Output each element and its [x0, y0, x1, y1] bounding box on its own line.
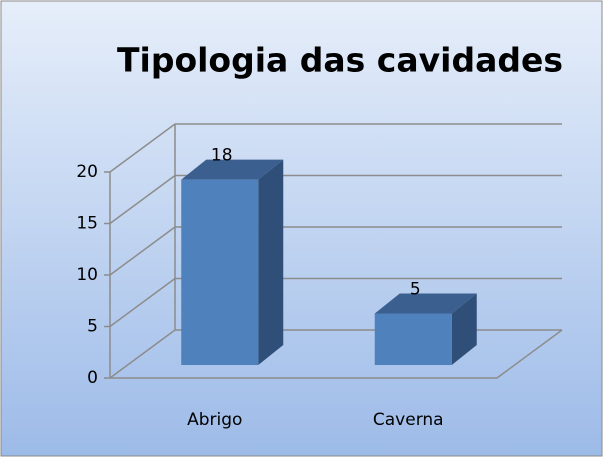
bar: [181, 179, 259, 365]
x-tick-label: Caverna: [373, 410, 444, 430]
grid-line: [109, 329, 176, 379]
y-tick-label: 20: [76, 162, 98, 182]
bar-top: [374, 293, 477, 314]
y-tick-label: 5: [87, 317, 98, 337]
y-tick-label: 15: [76, 214, 98, 234]
grid-line: [109, 123, 176, 173]
x-tick-label: Abrigo: [187, 410, 242, 430]
bar-side: [451, 293, 477, 365]
bar-side: [258, 159, 284, 365]
bar-top: [181, 159, 284, 180]
grid-line: [109, 226, 176, 276]
data-label: 5: [410, 280, 421, 300]
grid-line: [109, 277, 176, 328]
bar: [374, 313, 452, 365]
y-tick-label: 0: [87, 368, 98, 388]
grid-line: [109, 174, 176, 225]
floor-line: [496, 329, 563, 379]
chart-title: Tipologia das cavidades: [117, 41, 563, 80]
y-tick-label: 10: [76, 265, 98, 285]
data-label: 18: [211, 146, 233, 166]
